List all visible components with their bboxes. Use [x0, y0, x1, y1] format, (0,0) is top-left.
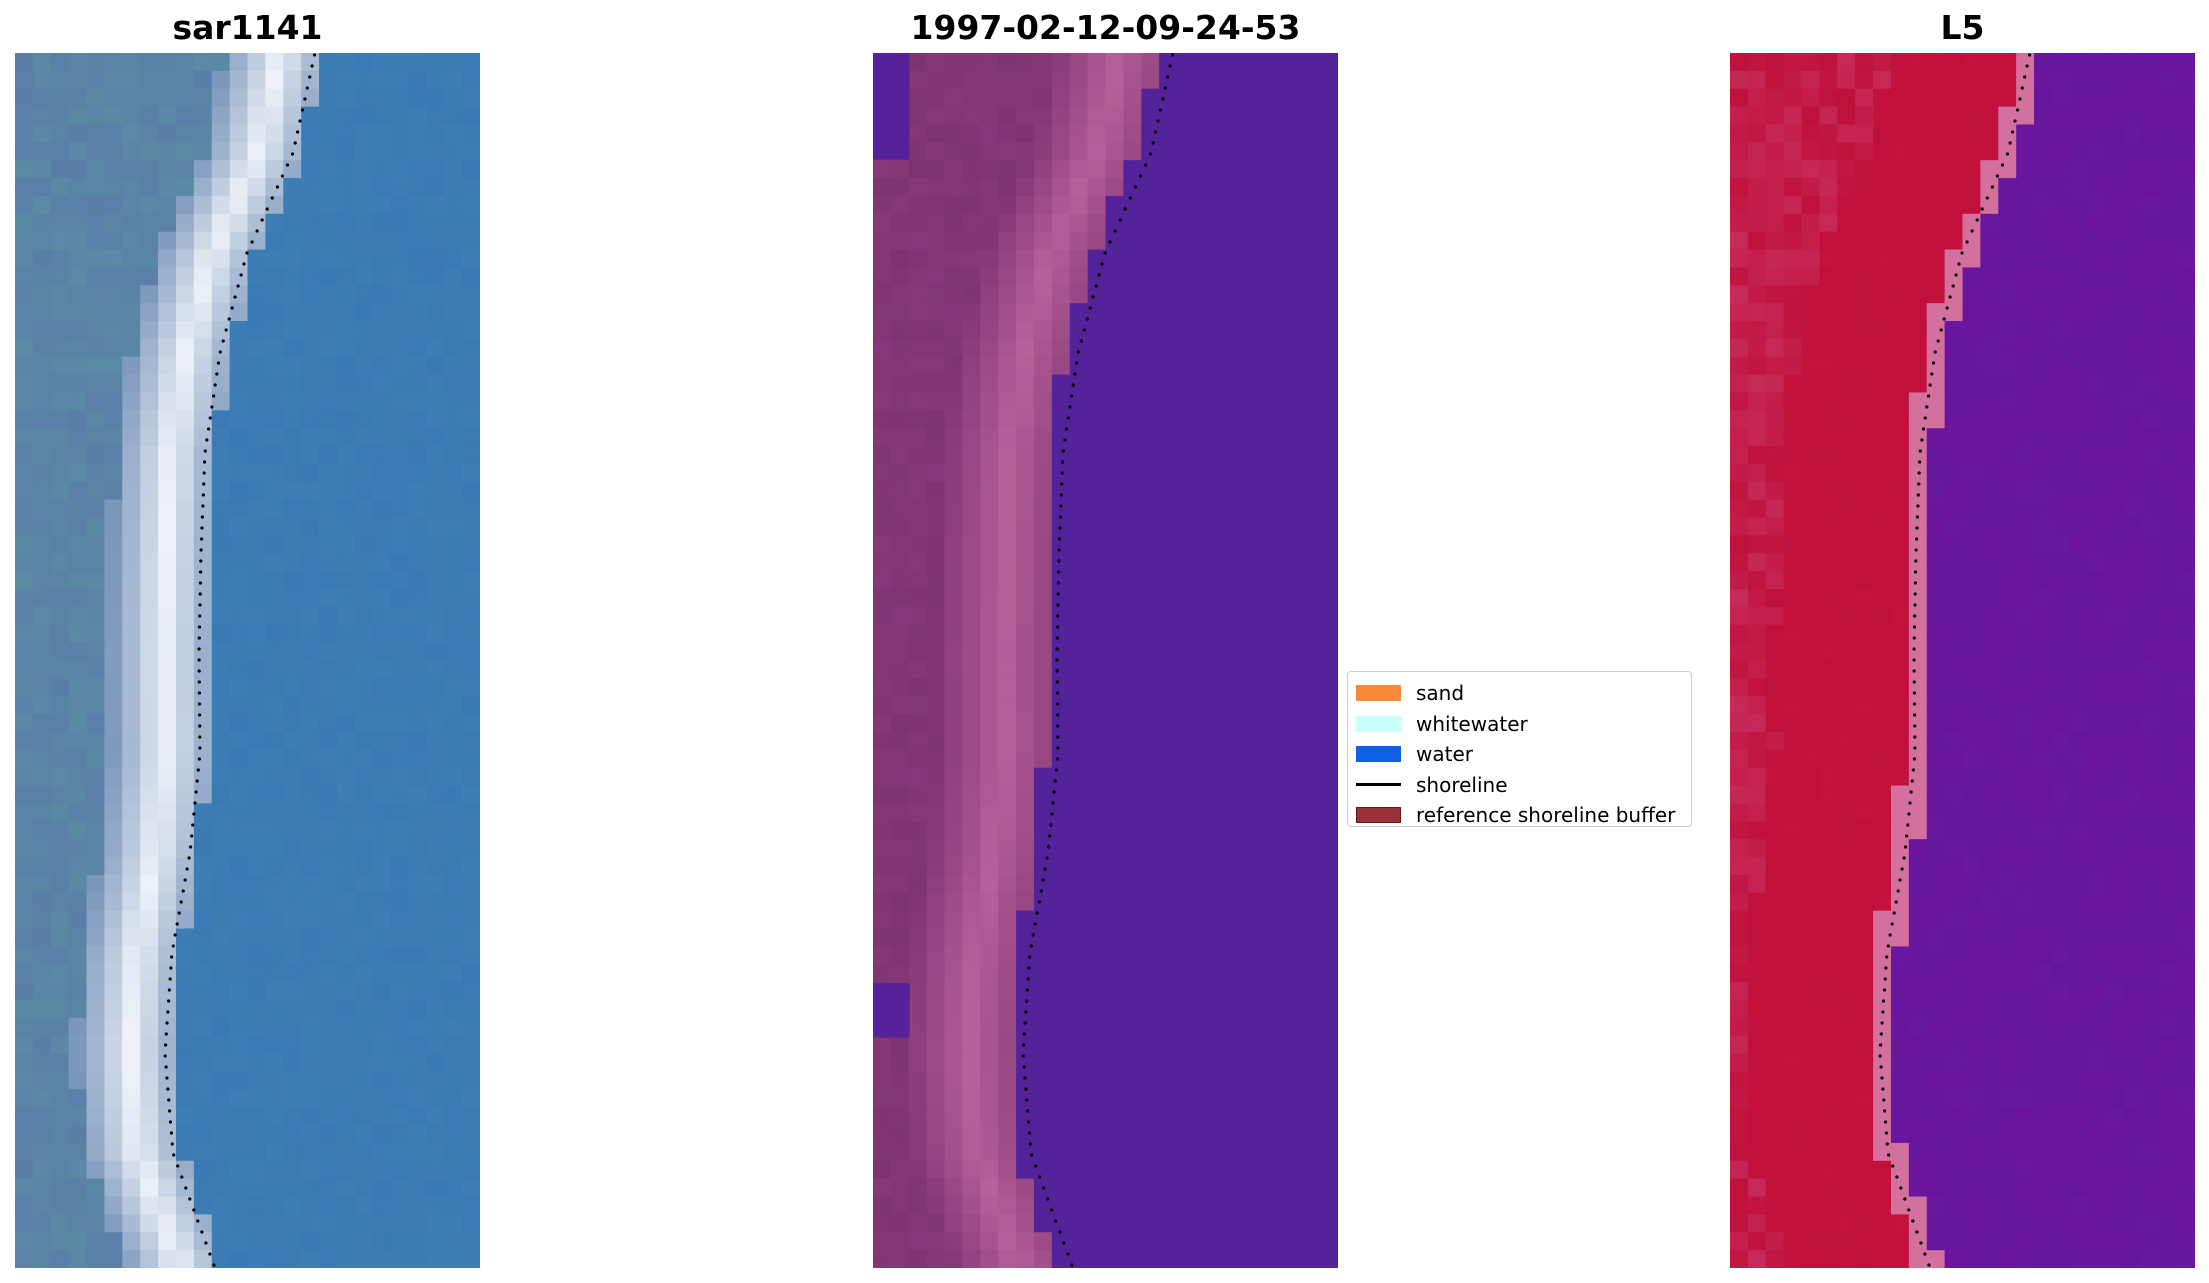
sand-swatch	[1356, 685, 1401, 702]
panel-title-date: 1997-02-12-09-24-53	[910, 8, 1301, 47]
legend-label-whitewater: whitewater	[1416, 711, 1528, 736]
whitewater-swatch	[1356, 715, 1401, 732]
water-patch-bottom	[873, 983, 910, 1038]
rgb-satellite-image	[15, 53, 480, 1268]
rgb-pixel-grid	[15, 53, 480, 1268]
shoreline-dots	[1021, 53, 1175, 1267]
legend-label-shoreline: shoreline	[1416, 772, 1508, 797]
legend-item-water: water	[1356, 739, 1683, 770]
reference-buffer-swatch	[1356, 807, 1401, 824]
classified-image	[873, 53, 1338, 1268]
false-color-panel	[1730, 53, 2195, 1268]
false-color-image	[1730, 53, 2195, 1268]
legend: sand whitewater water shoreline referenc…	[1347, 671, 1692, 827]
panel-title-sar1141: sar1141	[172, 8, 323, 47]
classified-image-panel	[873, 53, 1338, 1268]
legend-item-reference-buffer: reference shoreline buffer	[1356, 800, 1683, 831]
false-color-pixel-grid	[1730, 53, 2195, 1268]
legend-item-shoreline: shoreline	[1356, 770, 1683, 801]
panel-title-l5: L5	[1940, 8, 1985, 47]
rgb-image-panel	[15, 53, 480, 1268]
legend-label-reference-buffer: reference shoreline buffer	[1416, 803, 1676, 828]
legend-label-sand: sand	[1416, 681, 1465, 706]
water-swatch	[1356, 746, 1401, 763]
legend-label-water: water	[1416, 742, 1473, 767]
shoreline-line-swatch	[1356, 783, 1401, 787]
shoreline-dots	[1878, 53, 2032, 1267]
legend-item-sand: sand	[1356, 678, 1683, 709]
shoreline-dots	[163, 53, 317, 1267]
water-patch-top	[873, 53, 910, 160]
legend-item-whitewater: whitewater	[1356, 709, 1683, 740]
classified-pixel-grid	[873, 53, 1338, 1268]
